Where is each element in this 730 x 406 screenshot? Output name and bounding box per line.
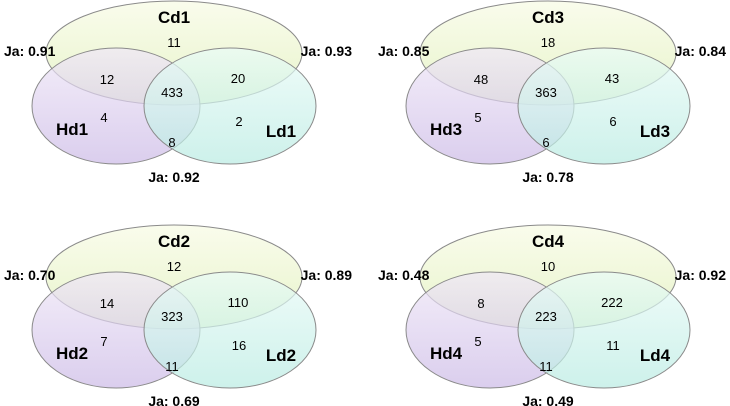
cl-overlap-count: 110	[228, 295, 249, 310]
l-only-count: 6	[609, 114, 616, 129]
c-set-label: Cd2	[158, 232, 190, 251]
l-set-ellipse	[143, 271, 317, 389]
h-set-label: Hd2	[56, 344, 88, 363]
c-only-count: 11	[167, 35, 181, 50]
cl-overlap-count: 43	[605, 71, 619, 86]
ja-right-label: Ja: 0.92	[675, 267, 727, 283]
ja-right-label: Ja: 0.93	[301, 43, 353, 59]
l-only-count: 11	[606, 338, 620, 353]
hl-overlap-count: 6	[542, 135, 549, 150]
venn-diagram-4: Cd4 Hd4 Ld4 10 8 222 223 5 11 11 Ja: 0.48 Ja: 0.92 J…	[378, 224, 727, 406]
ja-bottom-label: Ja: 0.49	[522, 393, 574, 406]
hl-overlap-count: 8	[168, 135, 175, 150]
l-set-ellipse	[517, 47, 691, 165]
c-set-label: Cd3	[532, 8, 564, 27]
l-set-ellipse	[143, 47, 317, 165]
ja-bottom-label: Ja: 0.92	[148, 169, 200, 185]
venn-diagram-3: Cd2 Hd2 Ld2 12 14 110 323 7 16 11 Ja: 0.70 Ja: 0.89…	[4, 224, 353, 406]
cl-overlap-count: 222	[601, 295, 623, 310]
l-only-count: 2	[235, 114, 242, 129]
l-set-label: Ld2	[266, 346, 296, 365]
h-set-label: Hd4	[430, 344, 463, 363]
h-set-label: Hd3	[430, 120, 462, 139]
all-overlap-count: 363	[535, 85, 557, 100]
h-only-count: 7	[100, 334, 107, 349]
h-set-label: Hd1	[56, 120, 88, 139]
ja-right-label: Ja: 0.84	[675, 43, 727, 59]
ch-overlap-count: 8	[477, 296, 484, 311]
ch-overlap-count: 48	[474, 72, 488, 87]
c-set-label: Cd1	[158, 8, 190, 27]
ja-left-label: Ja: 0.85	[378, 43, 430, 59]
c-set-label: Cd4	[532, 232, 565, 251]
ch-overlap-count: 12	[100, 72, 114, 87]
ja-left-label: Ja: 0.70	[4, 267, 56, 283]
l-set-label: Ld3	[640, 122, 670, 141]
l-set-label: Ld1	[266, 122, 296, 141]
venn-diagram-1: Cd1 Hd1 Ld1 11 12 20 433 4 2 8 Ja: 0.91 Ja: 0.93 Ja:…	[4, 0, 353, 185]
l-only-count: 16	[232, 338, 246, 353]
ja-bottom-label: Ja: 0.69	[148, 393, 200, 406]
cl-overlap-count: 20	[231, 71, 245, 86]
l-set-label: Ld4	[640, 346, 671, 365]
ja-right-label: Ja: 0.89	[301, 267, 353, 283]
ja-left-label: Ja: 0.48	[378, 267, 430, 283]
ch-overlap-count: 14	[100, 296, 114, 311]
hl-overlap-count: 11	[539, 359, 553, 374]
h-only-count: 5	[474, 334, 481, 349]
h-only-count: 5	[474, 110, 481, 125]
all-overlap-count: 223	[535, 309, 557, 324]
h-only-count: 4	[100, 110, 107, 125]
c-only-count: 12	[167, 259, 181, 274]
c-only-count: 18	[541, 35, 555, 50]
l-set-ellipse	[517, 271, 691, 389]
all-overlap-count: 433	[161, 85, 183, 100]
all-overlap-count: 323	[161, 309, 183, 324]
c-only-count: 10	[541, 259, 555, 274]
hl-overlap-count: 11	[165, 359, 179, 374]
venn-diagram-2: Cd3 Hd3 Ld3 18 48 43 363 5 6 6 Ja: 0.85 Ja: 0.84 Ja:…	[378, 0, 727, 185]
ja-bottom-label: Ja: 0.78	[522, 169, 574, 185]
ja-left-label: Ja: 0.91	[4, 43, 56, 59]
